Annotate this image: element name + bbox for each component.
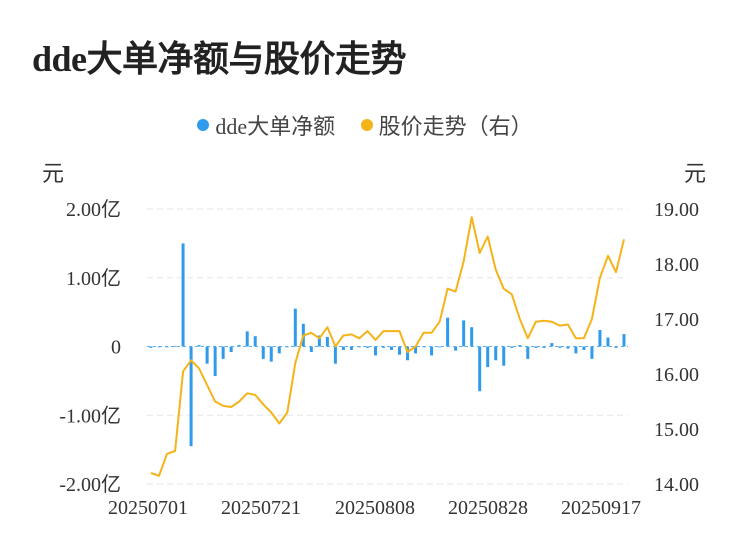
dde-bar[interactable] xyxy=(189,346,193,447)
right-tick-label: 16.00 xyxy=(654,364,699,386)
left-axis-unit: 元 xyxy=(42,161,65,186)
x-tick-label: 20250808 xyxy=(335,497,415,519)
dde-bar[interactable] xyxy=(518,345,522,347)
dde-bar[interactable] xyxy=(365,346,369,348)
legend-dot-price xyxy=(360,119,373,131)
dde-bar[interactable] xyxy=(261,346,265,359)
dde-bar[interactable] xyxy=(341,346,345,350)
left-tick-label: 2.00亿 xyxy=(66,198,121,221)
legend-dot-dde xyxy=(197,119,210,131)
dde-bar[interactable] xyxy=(574,346,578,354)
dde-bar[interactable] xyxy=(470,327,474,347)
left-tick-label: 1.00亿 xyxy=(66,267,121,290)
x-axis-ticks: 20250701 20250721 20250808 20250828 20250917 xyxy=(108,497,641,519)
right-tick-label: 15.00 xyxy=(654,419,699,441)
left-tick-label: -1.00亿 xyxy=(59,404,121,427)
dde-bar[interactable] xyxy=(349,346,353,350)
left-tick-label: 0 xyxy=(111,337,121,359)
right-tick-label: 18.00 xyxy=(654,254,699,276)
x-tick-label: 20250917 xyxy=(561,497,641,519)
dde-bar[interactable] xyxy=(277,346,281,354)
dde-bar[interactable] xyxy=(550,343,554,347)
dde-bar[interactable] xyxy=(333,346,337,364)
dde-bar[interactable] xyxy=(558,346,562,348)
dde-bar[interactable] xyxy=(486,346,490,368)
dde-bar[interactable] xyxy=(309,346,313,353)
legend-item-dde[interactable]: dde大单净额 xyxy=(197,109,335,141)
legend-item-price[interactable]: 股价走势（右） xyxy=(360,109,533,141)
dde-bar[interactable] xyxy=(614,346,618,348)
page-title: dde大单净额与股价走势 xyxy=(32,39,407,79)
dde-bar[interactable] xyxy=(414,346,418,354)
dde-bar[interactable] xyxy=(213,346,217,377)
dde-bar[interactable] xyxy=(542,346,546,348)
dde-bar[interactable] xyxy=(205,346,209,364)
dde-bar[interactable] xyxy=(510,346,514,348)
dde-bar[interactable] xyxy=(173,345,177,347)
dde-bar[interactable] xyxy=(446,317,450,347)
dde-bar[interactable] xyxy=(325,336,329,347)
left-axis-ticks: 2.00亿 1.00亿 0 -1.00亿 -2.00亿 xyxy=(59,198,121,496)
dde-bar[interactable] xyxy=(606,337,610,347)
dde-bar[interactable] xyxy=(317,335,321,347)
dde-bar[interactable] xyxy=(253,336,257,347)
dde-bar[interactable] xyxy=(590,346,594,359)
left-tick-label: -2.00亿 xyxy=(59,473,121,496)
dde-bar[interactable] xyxy=(454,346,458,351)
dde-bar[interactable] xyxy=(462,320,466,347)
dde-bar[interactable] xyxy=(622,334,626,347)
dde-bar[interactable] xyxy=(502,346,506,366)
dde-bar[interactable] xyxy=(566,346,570,349)
right-tick-label: 19.00 xyxy=(654,199,699,221)
dde-bar[interactable] xyxy=(526,346,530,359)
dde-bar[interactable] xyxy=(221,346,225,359)
dde-bar[interactable] xyxy=(478,346,482,392)
dde-bar[interactable] xyxy=(534,346,538,348)
legend-label-price: 股价走势（右） xyxy=(378,114,533,139)
grid-lines xyxy=(147,208,628,485)
dde-bars xyxy=(149,243,626,447)
dde-bar[interactable] xyxy=(381,346,385,348)
dde-bar[interactable] xyxy=(494,346,498,361)
x-tick-label: 20250828 xyxy=(448,497,528,519)
dde-bar[interactable] xyxy=(149,346,153,348)
dde-bar[interactable] xyxy=(237,345,241,347)
dde-bar[interactable] xyxy=(293,308,297,347)
right-axis-unit: 元 xyxy=(684,161,707,186)
dde-bar[interactable] xyxy=(582,346,586,350)
dde-bar[interactable] xyxy=(598,330,602,347)
chart-legend: dde大单净额 股价走势（右） xyxy=(0,109,730,141)
legend-label-dde: dde大单净额 xyxy=(215,114,336,139)
x-tick-label: 20250721 xyxy=(221,497,301,519)
price-line-group xyxy=(150,216,625,477)
dde-bar[interactable] xyxy=(406,346,410,361)
dde-bar[interactable] xyxy=(197,345,201,347)
dde-bar[interactable] xyxy=(438,346,442,348)
right-tick-label: 14.00 xyxy=(654,474,699,496)
dde-bar[interactable] xyxy=(229,346,233,353)
dde-bar[interactable] xyxy=(430,346,434,356)
dde-bar[interactable] xyxy=(373,346,377,356)
x-tick-label: 20250701 xyxy=(108,497,188,519)
price-line[interactable] xyxy=(150,216,625,477)
dde-bar[interactable] xyxy=(269,346,273,362)
dde-bar[interactable] xyxy=(390,346,394,350)
dde-bar[interactable] xyxy=(398,346,402,355)
dde-bar[interactable] xyxy=(181,243,185,347)
right-axis-ticks: 19.00 18.00 17.00 16.00 15.00 14.00 xyxy=(654,199,699,496)
dde-bar[interactable] xyxy=(245,331,249,347)
right-tick-label: 17.00 xyxy=(654,309,699,331)
